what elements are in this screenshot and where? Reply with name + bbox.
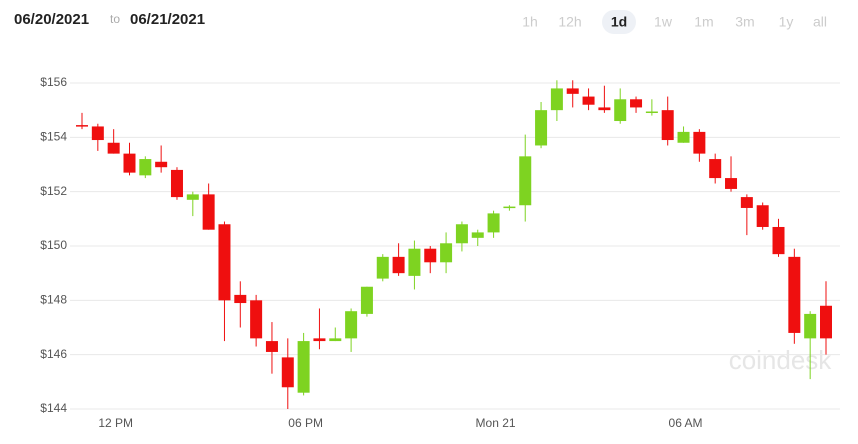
candle-body	[630, 99, 643, 108]
range-button[interactable]: 12h	[558, 14, 581, 30]
x-tick-label: 12 PM	[98, 416, 133, 430]
x-tick-label: 06 AM	[669, 416, 703, 430]
candle-body	[265, 341, 278, 352]
range-button[interactable]: 3m	[735, 14, 754, 30]
candle-body	[297, 341, 310, 393]
candle-body	[155, 161, 168, 168]
candle-body	[740, 197, 753, 208]
candle-body	[408, 248, 421, 276]
watermark: coindesk	[729, 345, 833, 375]
candle-body	[661, 110, 674, 141]
candle-body	[91, 126, 104, 141]
x-tick-label: 06 PM	[288, 416, 323, 430]
range-selected-bg	[602, 10, 636, 34]
candle-body	[550, 88, 563, 111]
candle-body	[313, 338, 326, 342]
range-button[interactable]: 1w	[654, 14, 673, 30]
candle-body	[107, 142, 120, 154]
candle-body	[424, 248, 437, 263]
candle-body	[614, 99, 627, 122]
range-button[interactable]: 1d	[611, 14, 627, 30]
candle-body	[804, 313, 817, 339]
candle-body	[772, 226, 785, 255]
candle-body	[360, 286, 373, 314]
candle-body	[645, 111, 658, 114]
candle-body	[709, 159, 722, 179]
y-tick-label: $152	[40, 184, 67, 198]
y-tick-label: $146	[40, 347, 67, 361]
candle-body	[392, 256, 405, 274]
y-tick-label: $148	[40, 292, 67, 306]
candle-body	[376, 256, 389, 279]
range-button[interactable]: 1m	[694, 14, 713, 30]
candle-body	[503, 206, 516, 209]
candle-body	[234, 294, 247, 304]
candle-body	[598, 107, 611, 111]
range-button[interactable]: 1h	[522, 14, 538, 30]
range-button[interactable]: all	[813, 14, 827, 30]
candle-body	[455, 224, 468, 244]
candle-body	[693, 131, 706, 154]
date-from[interactable]: 06/20/2021	[14, 11, 89, 28]
candle-body	[139, 159, 152, 176]
candle-body	[535, 110, 548, 146]
y-tick-label: $144	[40, 401, 67, 415]
candle-body	[329, 338, 342, 342]
candle-body	[582, 96, 595, 105]
candle-body	[123, 153, 136, 173]
candle-body	[487, 213, 500, 233]
y-tick-label: $156	[40, 75, 67, 89]
candle-body	[218, 224, 231, 301]
candle-body	[820, 305, 832, 339]
candle-body	[471, 232, 484, 238]
candle-body	[756, 205, 769, 227]
y-tick-label: $154	[40, 129, 67, 143]
date-to[interactable]: 06/21/2021	[130, 11, 205, 28]
candle-body	[566, 88, 579, 94]
x-tick-label: Mon 21	[476, 416, 516, 430]
date-to-word: to	[110, 12, 120, 26]
range-button[interactable]: 1y	[779, 14, 794, 30]
candle-body	[788, 256, 801, 333]
candle-body	[440, 243, 453, 263]
candle-body	[281, 357, 294, 388]
candle-body	[677, 131, 690, 143]
candle-body	[76, 125, 88, 127]
candle-body	[170, 169, 183, 198]
candle-body	[186, 194, 199, 200]
candle-body	[519, 156, 532, 206]
y-tick-label: $150	[40, 238, 67, 252]
candle-body	[202, 194, 215, 230]
candle-body	[345, 311, 358, 339]
candle-body	[250, 300, 263, 339]
candle-body	[725, 178, 738, 189]
